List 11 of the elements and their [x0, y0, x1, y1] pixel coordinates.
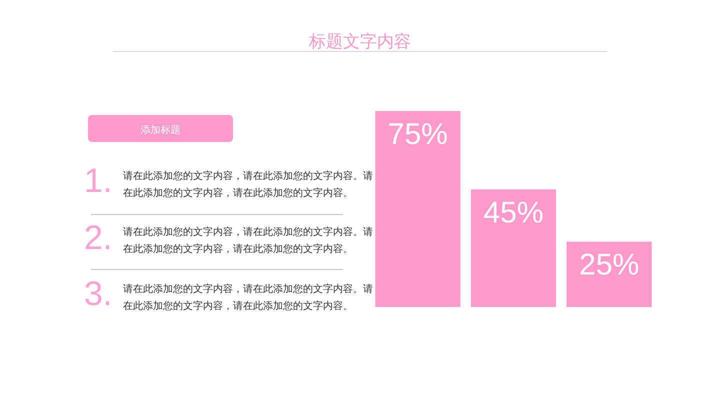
annotation: 请在此添加您的文字内容，请在此添加您的文字内容。请在此添加您的文字内容，请在此添加您的文字内容。: [123, 170, 374, 200]
data-label: 45%: [483, 196, 544, 230]
data-label: 25%: [579, 248, 640, 282]
annotation: 请在此添加您的文字内容，请在此添加您的文字内容。请在此添加您的文字内容，请在此添加您的文字内容。: [123, 282, 374, 314]
text: 2.: [84, 218, 112, 256]
data-label: 75%: [388, 118, 448, 151]
chart-title: 标题文字内容: [308, 32, 411, 51]
annotation: 请在此添加您的文字内容，请在此添加您的文字内容。请在此添加您的文字内容，请在此添加您的文字内容。: [123, 226, 374, 257]
text: 3.: [84, 275, 112, 313]
text: 添加标题: [140, 125, 180, 136]
text: 1.: [84, 162, 112, 200]
